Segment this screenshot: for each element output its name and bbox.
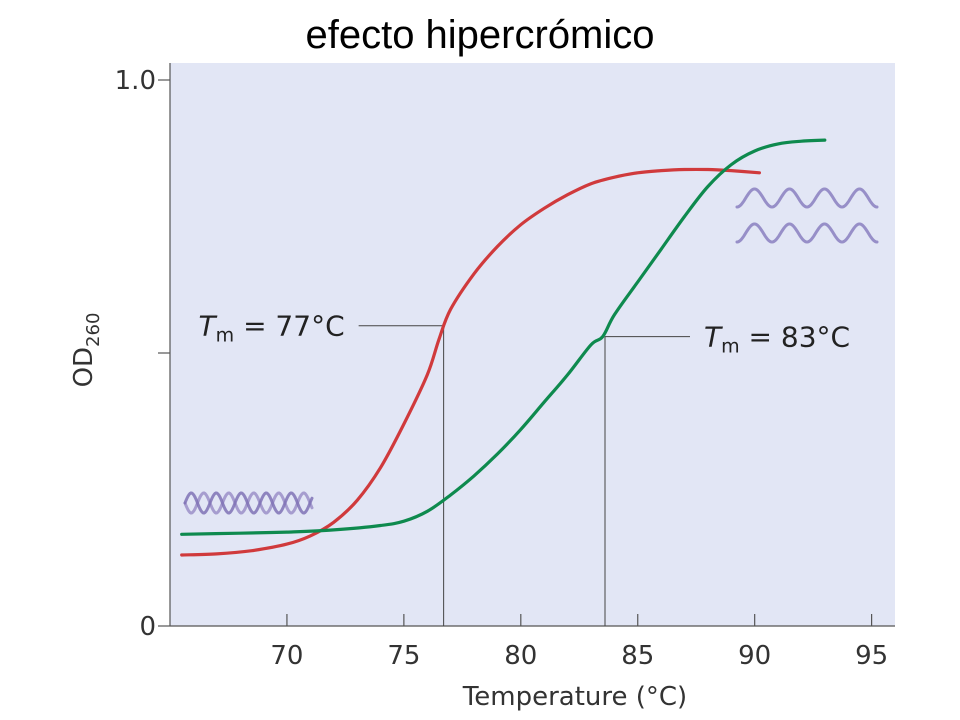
y-axis-label-main: OD — [69, 347, 99, 388]
y-axis-ticks: 01.0 — [115, 66, 170, 642]
series-line-1 — [180, 167, 761, 557]
x-tick-label: 95 — [855, 641, 888, 671]
tm-annotation: Tm = 83°C — [704, 321, 850, 358]
x-tick-label: 70 — [270, 641, 303, 671]
helix-strand-1 — [183, 491, 314, 515]
series-line-2 — [180, 138, 827, 536]
tm-annotation: Tm = 77°C — [199, 310, 345, 347]
single-strand-1 — [735, 187, 879, 209]
helix-strand-2 — [183, 491, 314, 515]
y-tick-label: 0 — [139, 612, 156, 642]
x-tick-label: 80 — [504, 641, 537, 671]
y-axis-label-subscript: 260 — [83, 313, 104, 347]
double-helix-icon — [183, 491, 314, 515]
single-strands-icon — [735, 187, 879, 244]
y-axis-label: OD260 — [69, 313, 104, 388]
x-tick-label: 75 — [387, 641, 420, 671]
chart-title: efecto hipercrómico — [305, 13, 654, 57]
annotations: Tm = 77°C Tm = 83°C — [199, 310, 850, 626]
x-tick-label: 85 — [621, 641, 654, 671]
x-axis-ticks: 70 75 80 85 90 95 — [270, 614, 888, 671]
series-lines — [180, 138, 827, 557]
x-tick-label: 90 — [738, 641, 771, 671]
x-axis-label: Temperature (°C) — [462, 682, 687, 712]
y-tick-label: 1.0 — [115, 66, 156, 96]
single-strand-2 — [735, 222, 879, 244]
